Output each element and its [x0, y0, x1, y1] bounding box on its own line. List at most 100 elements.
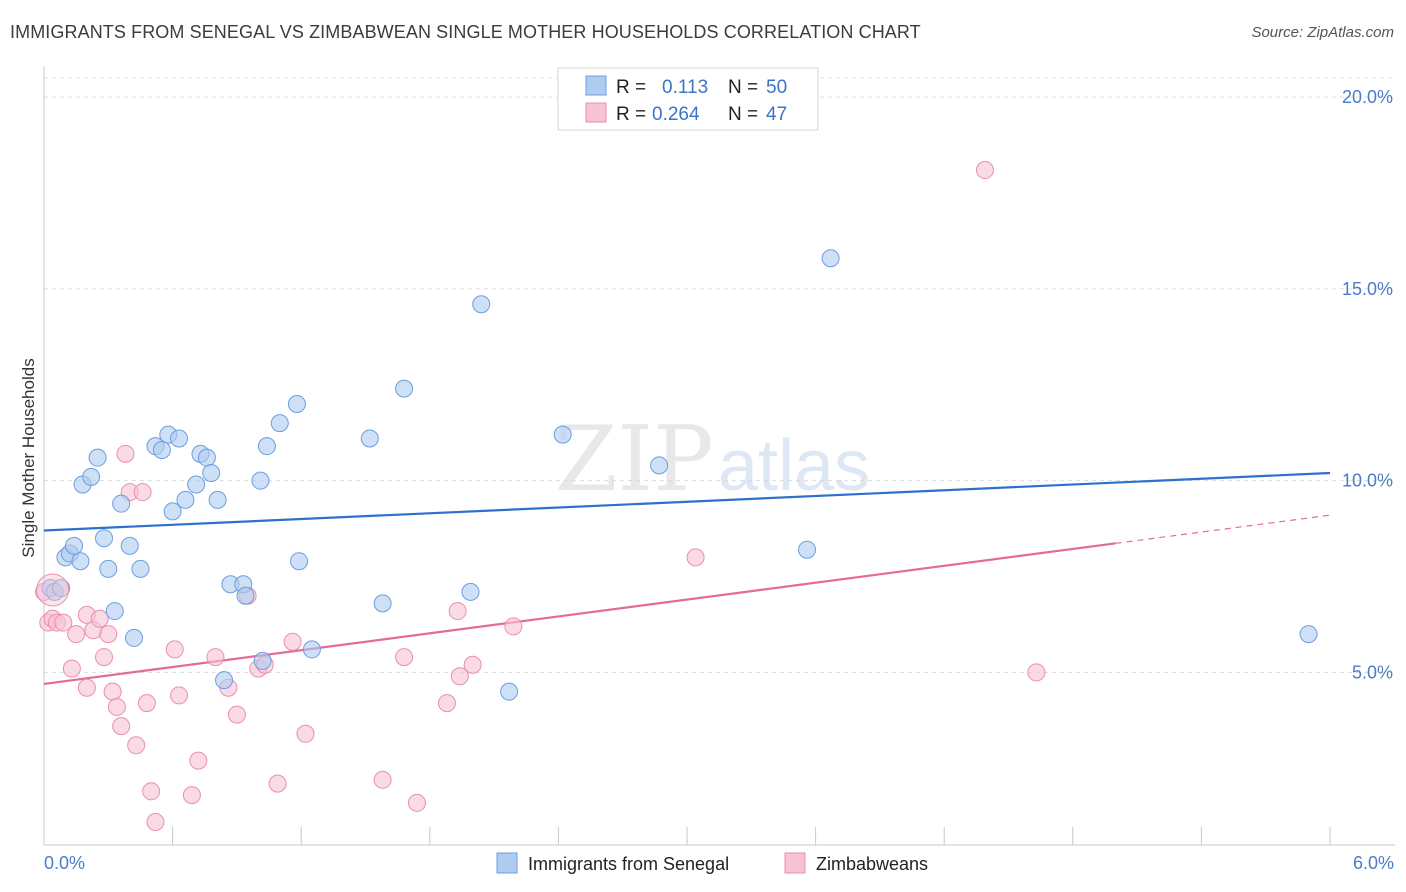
bottom-legend-label-pink: Zimbabweans: [816, 854, 928, 874]
data-point-pink: [504, 617, 523, 636]
data-point-pink: [206, 648, 225, 667]
data-point-pink: [90, 609, 109, 628]
data-point-blue: [253, 651, 272, 670]
data-point-blue: [120, 536, 139, 555]
chart-title: IMMIGRANTS FROM SENEGAL VS ZIMBABWEAN SI…: [10, 22, 921, 42]
data-point-pink: [975, 161, 994, 180]
data-point-pink: [373, 770, 392, 789]
data-point-blue: [302, 640, 321, 659]
legend-swatch-pink: [585, 102, 607, 123]
legend-n-label-1: N =: [728, 77, 758, 98]
data-point-blue: [236, 586, 255, 605]
data-point-blue: [1299, 625, 1318, 644]
data-point-blue: [215, 671, 234, 690]
trendline-pink: [43, 542, 1116, 686]
data-point-pink: [137, 694, 156, 713]
data-point-pink: [182, 786, 201, 805]
data-point-blue: [112, 494, 131, 513]
y-tick-label: 15.0%: [1342, 279, 1393, 299]
data-point-blue: [125, 628, 144, 647]
data-point-blue: [553, 425, 572, 444]
points-layer: [35, 161, 1318, 831]
watermark-zip: ZIP: [555, 407, 714, 512]
data-point-pink: [407, 793, 426, 812]
data-point-pink: [54, 613, 73, 632]
data-point-blue: [82, 467, 101, 486]
x-tick-label-min: 0.0%: [44, 853, 85, 873]
y-tick-label: 20.0%: [1342, 87, 1393, 107]
trendline-extension-pink: [1115, 514, 1331, 544]
data-point-pink: [283, 632, 302, 651]
data-point-cluster: [36, 573, 70, 607]
data-point-blue: [131, 559, 150, 578]
data-point-blue: [197, 448, 216, 467]
legend-r-label-1: R =: [616, 77, 646, 98]
data-point-blue: [208, 490, 227, 509]
data-point-pink: [99, 625, 118, 644]
data-point-blue: [290, 552, 309, 571]
data-point-blue: [71, 552, 90, 571]
y-tick-label: 5.0%: [1352, 662, 1393, 682]
data-point-pink: [67, 625, 86, 644]
data-point-blue: [99, 559, 118, 578]
legend-r-value-1: 0.113: [662, 77, 708, 98]
bottom-legend-label-blue: Immigrants from Senegal: [528, 854, 729, 874]
data-point-blue: [52, 579, 71, 598]
data-point-blue: [270, 414, 289, 433]
data-point-pink: [116, 444, 135, 463]
data-point-pink: [1027, 663, 1046, 682]
data-point-blue: [202, 464, 221, 483]
data-point-blue: [287, 394, 306, 413]
data-point-blue: [257, 437, 276, 456]
data-point-blue: [500, 682, 519, 701]
data-point-pink: [448, 602, 467, 621]
legend-n-value-1: 50: [766, 77, 787, 98]
bottom-legend: Immigrants from Senegal Zimbabweans: [496, 852, 928, 874]
watermark-atlas: atlas: [718, 426, 870, 506]
data-point-pink: [107, 697, 126, 716]
bottom-legend-swatch-blue: [496, 852, 518, 874]
legend-r-value-2: 0.264: [652, 104, 700, 125]
x-tick-label-max: 6.0%: [1353, 853, 1394, 873]
data-point-pink: [686, 548, 705, 567]
data-point-pink: [170, 686, 189, 705]
data-point-blue: [251, 471, 270, 490]
data-point-blue: [105, 602, 124, 621]
data-point-blue: [461, 582, 480, 601]
data-point-pink: [437, 694, 456, 713]
data-point-blue: [650, 456, 669, 475]
data-point-pink: [142, 782, 161, 801]
data-point-pink: [268, 774, 287, 793]
data-point-blue: [360, 429, 379, 448]
data-point-blue: [395, 379, 414, 398]
data-point-pink: [103, 682, 122, 701]
data-point-blue: [373, 594, 392, 613]
data-point-pink: [296, 724, 315, 743]
legend-swatch-blue: [585, 75, 607, 96]
data-point-pink: [112, 717, 131, 736]
data-point-pink: [463, 655, 482, 674]
data-point-blue: [65, 536, 84, 555]
source-credit: Source: ZipAtlas.com: [1251, 24, 1394, 41]
data-point-blue: [163, 502, 182, 521]
data-point-blue: [821, 249, 840, 268]
bottom-legend-swatch-pink: [784, 852, 806, 874]
data-point-blue: [170, 429, 189, 448]
legend-r-label-2: R =: [616, 104, 646, 125]
data-point-blue: [88, 448, 107, 467]
data-point-blue: [152, 440, 171, 459]
data-point-pink: [450, 667, 469, 686]
data-point-blue: [187, 475, 206, 494]
data-point-pink: [227, 705, 246, 724]
data-point-pink: [146, 812, 165, 831]
data-point-blue: [472, 295, 491, 314]
data-point-pink: [165, 640, 184, 659]
trendline-blue: [43, 471, 1331, 532]
data-point-pink: [77, 678, 96, 697]
data-point-pink: [95, 648, 114, 667]
y-tick-label: 10.0%: [1342, 471, 1393, 491]
data-point-pink: [133, 483, 152, 502]
watermark: ZIP atlas: [555, 407, 870, 512]
y-axis-label: Single Mother Households: [19, 358, 38, 557]
